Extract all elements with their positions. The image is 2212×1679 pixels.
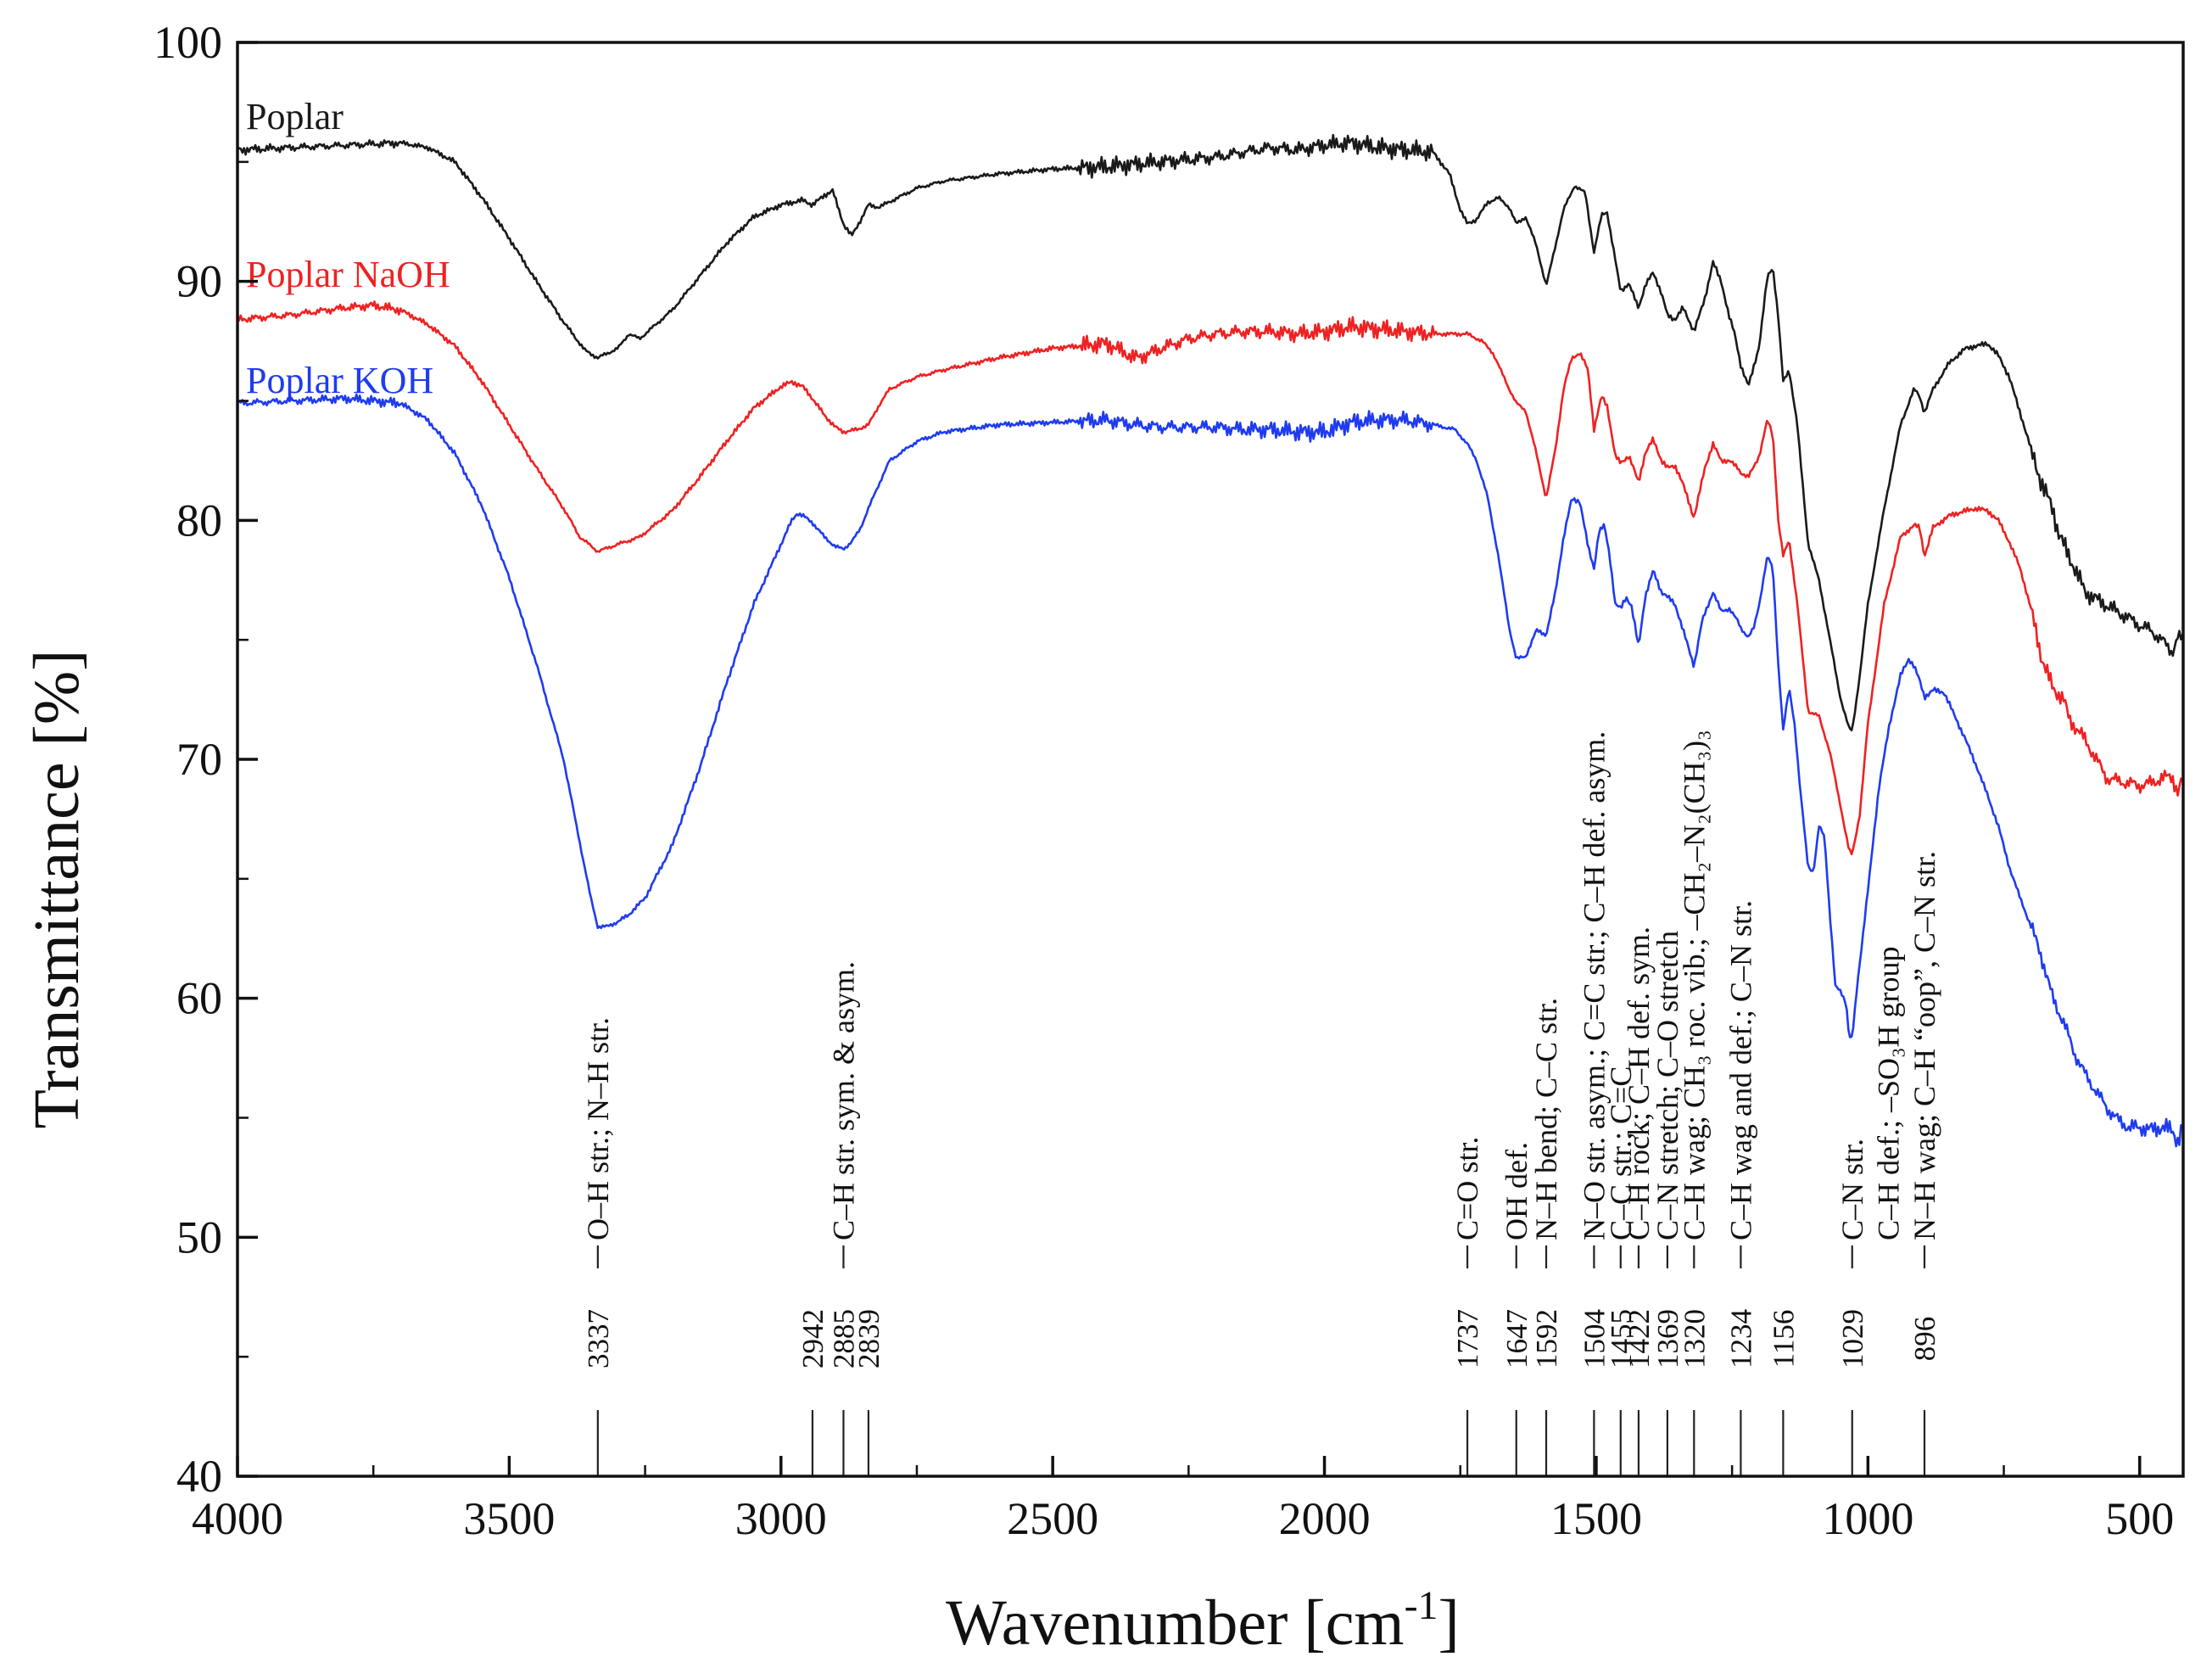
annotation-description: N–H bend; C–C str. <box>1529 998 1563 1240</box>
annotation-wavenumber: 2839 <box>852 1309 885 1368</box>
annotation-wavenumber: 1369 <box>1651 1309 1684 1368</box>
peak-annotation-1455: 1455 C–C str.; C=C <box>1604 1066 1638 1476</box>
peak-annotation-1156: 1156 <box>1767 1310 1800 1476</box>
peak-annotation-1592: 1592 N–H bend; C–C str. <box>1529 998 1563 1476</box>
annotation-description: C=O str. <box>1450 1137 1484 1240</box>
y-tick-label: 70 <box>176 734 222 785</box>
y-tick-label: 80 <box>176 495 222 546</box>
y-tick-label: 100 <box>154 17 222 68</box>
peak-annotation-896: 896 N–H wag; C–H “oop”, C–N str. <box>1908 851 1941 1476</box>
x-axis-title: Wavenumber [cm-1] <box>946 1583 1460 1659</box>
y-tick-label: 40 <box>176 1451 222 1502</box>
x-tick-label: 2000 <box>1279 1493 1371 1544</box>
annotation-description: N–H wag; C–H “oop”, C–N str. <box>1908 851 1941 1240</box>
peak-annotation-962: C–H def.; –SO₃H group <box>1872 946 1906 1240</box>
series-label-poplar-naoh: Poplar NaOH <box>246 254 450 295</box>
y-axis-title: Transmittance [%] <box>21 650 92 1129</box>
annotation-wavenumber: 1592 <box>1530 1309 1563 1368</box>
annotation-description: C–N stretch; C–O stretch <box>1651 931 1684 1240</box>
peak-annotation-1737: 1737 C=O str. <box>1450 1137 1484 1476</box>
annotation-description: OH def. <box>1500 1142 1533 1240</box>
peak-annotation-3337: 3337 O–H str.; N–H str. <box>581 1017 615 1476</box>
annotation-description: O–H str.; N–H str. <box>581 1017 615 1240</box>
annotation-wavenumber: 1320 <box>1678 1309 1711 1368</box>
plot-frame <box>236 41 2185 1478</box>
x-tick-label: 3500 <box>463 1493 555 1544</box>
annotation-wavenumber: 1422 <box>1623 1309 1656 1368</box>
series-layer: Poplar Poplar NaOH Poplar KOH <box>236 96 2184 1148</box>
x-tick-label: 500 <box>2105 1493 2174 1544</box>
annotation-wavenumber: 1156 <box>1767 1310 1800 1368</box>
annotation-description: C–H def.; –SO₃H group <box>1872 946 1906 1240</box>
y-tick-label: 50 <box>176 1212 222 1262</box>
x-tick-label: 3000 <box>735 1493 827 1544</box>
peak-annotation-1504: 1504 N–O str. asym.; C=C str.; C–H def. a… <box>1577 731 1611 1476</box>
x-axis-title-main: Wavenumber [cm <box>946 1587 1404 1659</box>
annotation-wavenumber: 896 <box>1908 1317 1941 1362</box>
peak-annotation-2942: 2942 <box>796 1309 830 1476</box>
annotation-description: N–O str. asym.; C=C str.; C–H def. asym. <box>1577 731 1611 1240</box>
annotation-wavenumber: 1234 <box>1724 1309 1757 1368</box>
annotation-wavenumber: 2885 <box>827 1309 860 1368</box>
x-tick-label: 4000 <box>192 1493 283 1544</box>
annotation-wavenumber: 1029 <box>1836 1309 1869 1368</box>
peak-annotation-1320: 1320 C–H wag; CH₃ roc. vib.; –CH₂–N₂(CH₃)… <box>1677 730 1711 1476</box>
y-tick-label: 90 <box>176 256 222 307</box>
annotation-wavenumber: 1455 <box>1605 1309 1638 1368</box>
axis-layer: 4000 3500 3000 2500 2000 1500 1000 500 40 50 60 70 8… <box>154 17 2174 1544</box>
annotation-wavenumber: 1737 <box>1451 1309 1484 1368</box>
series-line-poplar-koh <box>237 393 2184 1148</box>
annotation-description: C–H wag; CH₃ roc. vib.; –CH₂–N₂(CH₃)₃ <box>1677 730 1711 1240</box>
peak-annotation-2885: 2885 C–H str. sym. & asym. <box>826 961 860 1476</box>
series-line-poplar <box>236 133 2184 731</box>
x-tick-label: 1500 <box>1550 1493 1642 1544</box>
annotation-wavenumber: 1647 <box>1500 1309 1533 1368</box>
peak-annotation-1029: 1029 C–N str. <box>1835 1139 1869 1476</box>
peak-annotation-2839: 2839 <box>852 1309 885 1476</box>
x-tick-label: 1000 <box>1822 1493 1913 1544</box>
x-tick-label: 2500 <box>1007 1493 1098 1544</box>
annotation-description: C–H wag and def.; C–N str. <box>1723 900 1757 1240</box>
annotation-wavenumber: 1504 <box>1578 1309 1611 1368</box>
annotation-description: C–N str. <box>1835 1139 1869 1240</box>
peak-annotation-1234: 1234 C–H wag and def.; C–N str. <box>1723 900 1757 1476</box>
annotation-description: C–H rock; C–H def. sym. <box>1622 926 1656 1240</box>
series-label-poplar: Poplar <box>246 96 344 137</box>
annotation-wavenumber: 3337 <box>582 1309 615 1368</box>
annotation-wavenumber: 2942 <box>796 1309 830 1368</box>
annotation-description: C–C str.; C=C <box>1604 1066 1638 1240</box>
annotation-description: C–H str. sym. & asym. <box>826 961 860 1240</box>
peak-annotation-1369: 1369 C–N stretch; C–O stretch <box>1651 931 1684 1476</box>
peak-annotation-1647: 1647 OH def. <box>1500 1142 1533 1476</box>
series-label-poplar-koh: Poplar KOH <box>246 360 433 401</box>
peak-annotation-1422: 1422 C–H rock; C–H def. sym. <box>1622 926 1656 1476</box>
x-axis-title-close: ] <box>1438 1587 1460 1659</box>
y-tick-label: 60 <box>176 973 222 1024</box>
series-line-poplar-naoh <box>236 300 2184 856</box>
x-axis-title-superscript: -1 <box>1405 1583 1438 1628</box>
